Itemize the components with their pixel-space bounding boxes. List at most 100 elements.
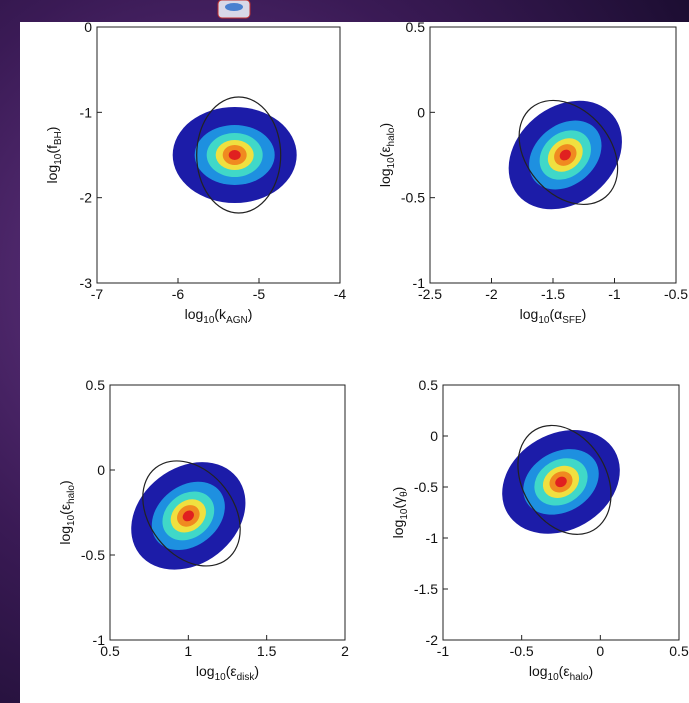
peak — [559, 149, 571, 161]
label-part: 10 — [548, 672, 560, 683]
label-part: (k — [214, 306, 227, 322]
label-part: log — [185, 306, 204, 322]
x-tick-label: 2 — [341, 643, 349, 659]
x-tick-label: -1 — [437, 643, 450, 659]
y-tick-label: 0 — [430, 428, 438, 444]
x-tick-label: -2.5 — [418, 286, 442, 302]
label-part: (α — [549, 306, 562, 322]
label-part: (ε — [559, 663, 570, 679]
x-tick-label: -0.5 — [664, 286, 688, 302]
x-tick-label: 1.5 — [257, 643, 277, 659]
contour — [142, 460, 241, 567]
subplot: -1 -0.5 0 0.5-2-1.5-1-0.500.5log10(εhalo)lo… — [390, 377, 689, 683]
x-tick-label: -0.5 — [510, 643, 534, 659]
icon-dot — [225, 3, 243, 11]
x-axis-label: log10(εhalo) — [529, 663, 593, 683]
peak — [555, 476, 567, 488]
label-part: log — [196, 663, 215, 679]
peak — [228, 150, 241, 160]
label-part: 10 — [203, 315, 215, 326]
label-part: ) — [588, 663, 593, 679]
density — [131, 460, 246, 570]
label-part: halo — [66, 485, 77, 504]
label-part: 10 — [399, 508, 410, 520]
axes-box — [442, 384, 680, 641]
y-tick-label: -1 — [426, 530, 439, 546]
contour — [517, 424, 612, 535]
label-part: ) — [377, 123, 393, 128]
subplot: 0.5 1 1.5 2-1-0.500.5log10(εdisk)log10(εhal… — [57, 377, 349, 683]
label-part: log — [44, 165, 60, 184]
y-tick-label: -1 — [93, 632, 106, 648]
label-part: BH — [53, 131, 64, 145]
label-part: 10 — [215, 672, 227, 683]
x-tick-label: -1 — [608, 286, 621, 302]
label-part: 10 — [53, 153, 64, 165]
y-tick-label: -0.5 — [401, 190, 425, 206]
y-tick-label: -2 — [426, 632, 439, 648]
y-tick-label: -1 — [413, 275, 426, 291]
y-axis-label: log10(εhalo) — [57, 480, 77, 544]
peak — [182, 510, 194, 522]
label-part: ) — [254, 663, 259, 679]
y-tick-label: -1.5 — [414, 581, 438, 597]
axes-box — [109, 384, 346, 641]
x-tick-label: 1 — [184, 643, 192, 659]
label-part: (ε — [57, 504, 73, 515]
x-tick-label: -6 — [172, 286, 185, 302]
x-tick-label: 0.5 — [669, 643, 689, 659]
y-tick-label: 0 — [97, 462, 105, 478]
y-axis-label: log10(γθ) — [390, 487, 410, 539]
x-axis-label: log10(αSFE) — [520, 306, 587, 326]
density — [172, 96, 297, 214]
label-part: ) — [44, 127, 60, 132]
x-tick-label: -4 — [334, 286, 347, 302]
label-part: disk — [237, 672, 256, 683]
x-tick-label: 0.5 — [100, 643, 120, 659]
label-part: log — [377, 168, 393, 187]
y-tick-label: 0 — [417, 104, 425, 120]
label-part: log — [390, 520, 406, 539]
x-tick-label: 0 — [596, 643, 604, 659]
label-part: (ε — [226, 663, 237, 679]
density — [502, 424, 620, 535]
label-part: halo — [386, 127, 397, 146]
x-tick-label: -7 — [91, 286, 104, 302]
label-part: (γ — [390, 497, 406, 509]
x-axis-label: log10(εdisk) — [196, 663, 259, 683]
label-part: θ — [399, 491, 410, 497]
y-tick-label: -2 — [80, 190, 93, 206]
contour — [196, 96, 282, 214]
y-tick-label: -0.5 — [414, 479, 438, 495]
y-tick-label: 0.5 — [419, 377, 439, 393]
label-part: log — [57, 526, 73, 545]
y-axis-label: log10(εhalo) — [377, 123, 397, 187]
y-axis-label: log10(fBH) — [44, 127, 64, 184]
label-part: 10 — [66, 514, 77, 526]
label-part: (f — [44, 145, 60, 154]
y-tick-label: -0.5 — [81, 547, 105, 563]
y-tick-label: 0 — [84, 19, 92, 35]
label-part: SFE — [562, 315, 582, 326]
label-part: log — [520, 306, 539, 322]
y-tick-label: 0.5 — [406, 19, 426, 35]
label-part: 10 — [538, 315, 550, 326]
x-tick-label: -2 — [485, 286, 498, 302]
axes-box — [96, 26, 341, 284]
label-part: ) — [390, 487, 406, 492]
y-tick-label: 0.5 — [86, 377, 106, 393]
label-part: halo — [570, 672, 589, 683]
label-part: ) — [248, 306, 253, 322]
subplot: -2.5 -2 -1.5 -1 -0.5-1-0.500.5log10(αSFE)log… — [377, 19, 688, 326]
x-tick-label: -1.5 — [541, 286, 565, 302]
y-tick-label: -1 — [80, 104, 93, 120]
label-part: ) — [57, 480, 73, 485]
contour — [518, 99, 619, 206]
label-part: ) — [582, 306, 587, 322]
label-part: 10 — [386, 157, 397, 169]
label-part: AGN — [226, 315, 248, 326]
density — [508, 99, 622, 210]
y-tick-label: -3 — [80, 275, 93, 291]
